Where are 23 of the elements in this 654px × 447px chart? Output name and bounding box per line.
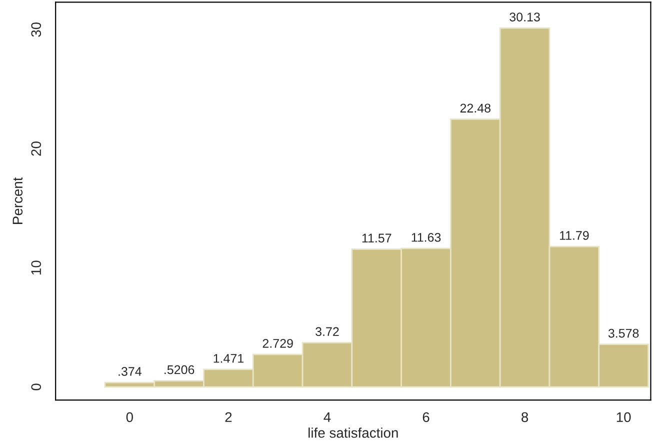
data-label: .5206 [164,365,194,374]
data-label: 11.57 [362,234,392,243]
data-label: 30.13 [510,12,540,22]
x-tick-label: 10 [616,412,631,422]
y-tick-label: 0 [31,384,42,390]
y-tick-label: 20 [31,142,42,156]
data-label: 2.729 [262,338,293,348]
y-tick-label: 10 [31,260,42,275]
x-tick-label: 0 [126,412,133,422]
x-axis-title: life satisfaction [308,428,398,438]
data-label: .374 [118,367,142,376]
x-tick-label: 4 [324,412,331,422]
data-label: 3.578 [608,328,639,338]
y-axis-title: Percent [12,177,23,224]
x-tick-label: 8 [522,412,528,422]
data-label: 3.72 [316,327,339,336]
data-label: 11.79 [560,231,589,240]
data-label: 1.471 [214,354,244,363]
data-label: 22.48 [460,104,490,113]
data-label: 11.63 [412,232,441,242]
x-tick-label: 6 [422,412,430,422]
x-tick-label: 2 [225,412,232,422]
y-tick-label: 30 [31,22,42,37]
